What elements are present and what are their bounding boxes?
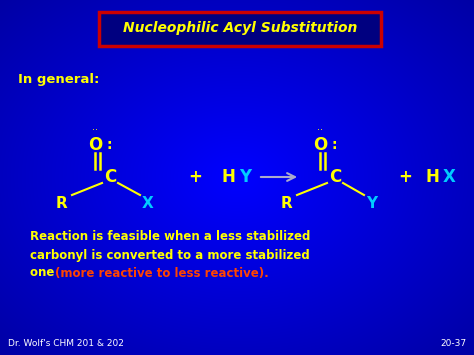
Text: (more reactive to less reactive).: (more reactive to less reactive). [55, 267, 269, 279]
FancyBboxPatch shape [99, 12, 381, 46]
Text: :: : [106, 138, 112, 152]
Text: ··: ·· [317, 125, 323, 135]
Text: Y: Y [239, 168, 251, 186]
Text: Y: Y [366, 196, 378, 211]
Text: +: + [188, 168, 202, 186]
Text: one: one [30, 267, 58, 279]
Text: R: R [56, 196, 68, 211]
Text: 20-37: 20-37 [440, 339, 466, 348]
Text: O: O [88, 136, 102, 154]
Text: ··: ·· [92, 125, 98, 135]
Text: X: X [443, 168, 456, 186]
Text: O: O [313, 136, 327, 154]
Text: X: X [142, 196, 154, 211]
Text: R: R [281, 196, 293, 211]
Text: H: H [425, 168, 439, 186]
Text: Dr. Wolf's CHM 201 & 202: Dr. Wolf's CHM 201 & 202 [8, 339, 124, 348]
Text: +: + [398, 168, 412, 186]
Text: C: C [329, 168, 341, 186]
Text: In general:: In general: [18, 73, 100, 87]
Text: Reaction is feasible when a less stabilized: Reaction is feasible when a less stabili… [30, 230, 310, 244]
Text: H: H [221, 168, 235, 186]
Text: Nucleophilic Acyl Substitution: Nucleophilic Acyl Substitution [123, 21, 357, 35]
Text: :: : [331, 138, 337, 152]
Text: carbonyl is converted to a more stabilized: carbonyl is converted to a more stabiliz… [30, 248, 310, 262]
Text: C: C [104, 168, 116, 186]
